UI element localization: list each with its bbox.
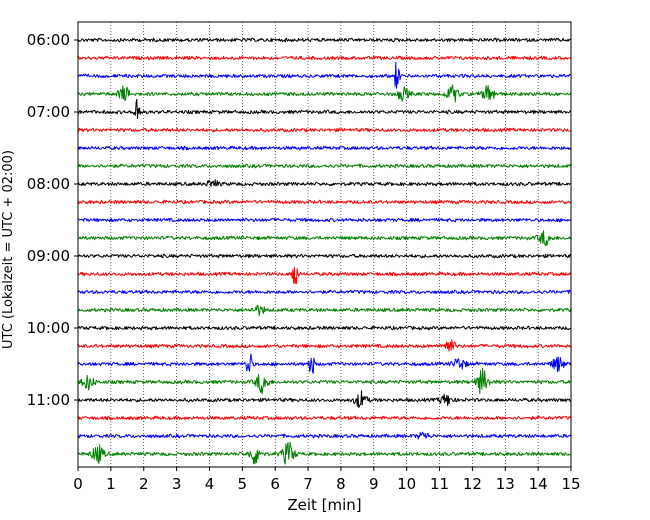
x-tick-label: 9 [369,475,379,493]
x-tick-label: 13 [496,475,515,493]
trace-0800 [77,179,572,187]
trace-0615 [77,55,572,61]
trace-0845 [77,230,572,247]
x-tick-label: 14 [529,475,548,493]
x-tick-label: 3 [172,475,182,493]
x-tick-label: 0 [73,475,83,493]
trace-0930 [77,289,571,295]
x-tick-label: 2 [139,475,149,493]
x-tick-label: 6 [270,475,280,493]
y-tick-label: 07:00 [27,103,70,121]
trace-1000 [77,325,572,331]
x-tick-label: 11 [430,475,449,493]
x-tick-label: 15 [561,475,580,493]
x-axis: 0 1 2 3 4 5 6 7 8 9 10 11 12 13 14 15 [73,467,581,493]
y-tick-label: 10:00 [27,319,70,337]
x-tick-label: 5 [238,475,248,493]
traces [77,37,572,465]
trace-0815 [77,199,571,205]
y-axis-label: UTC (Lokalzeit = UTC + 02:00) [1,150,16,349]
y-axis: 06:00 07:00 08:00 09:00 10:00 11:00 [27,31,78,409]
trace-0900 [77,253,572,259]
trace-0830 [77,217,572,223]
trace-0915 [77,266,572,285]
x-tick-label: 7 [303,475,313,493]
x-tick-label: 10 [397,475,416,493]
x-tick-label: 1 [106,475,116,493]
trace-1115 [77,415,572,421]
x-axis-label: Zeit [min] [287,496,361,514]
y-tick-label: 11:00 [27,391,70,409]
trace-0745 [77,163,572,169]
x-tick-label: 4 [205,475,215,493]
trace-0730 [77,145,572,151]
trace-1015 [77,339,571,352]
trace-1030 [77,353,572,374]
x-tick-label: 8 [336,475,346,493]
y-tick-label: 09:00 [27,247,70,265]
trace-1100 [77,390,572,408]
trace-0945 [78,304,572,317]
x-tick-label: 12 [463,475,482,493]
trace-0715 [77,127,572,133]
trace-0600 [77,37,571,43]
trace-0700 [77,98,572,120]
y-tick-label: 08:00 [27,175,70,193]
trace-1045 [77,367,571,395]
plot-frame [77,21,572,468]
trace-0645 [77,84,572,103]
trace-1145 [77,441,571,465]
y-tick-label: 06:00 [27,31,70,49]
trace-0630 [77,61,571,89]
trace-1130 [77,431,572,440]
vertical-grid [110,22,539,467]
